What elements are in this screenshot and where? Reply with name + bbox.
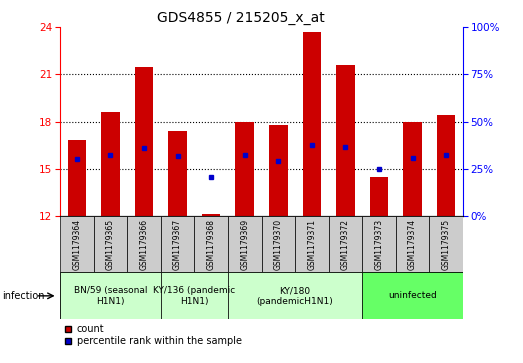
Bar — [362, 272, 463, 319]
Bar — [235, 122, 254, 216]
Text: GSM1179373: GSM1179373 — [374, 219, 383, 270]
Text: GSM1179370: GSM1179370 — [274, 219, 283, 270]
Bar — [429, 216, 463, 272]
Text: KY/180
(pandemicH1N1): KY/180 (pandemicH1N1) — [257, 286, 334, 306]
Bar — [127, 216, 161, 272]
Bar — [101, 112, 120, 216]
Bar — [303, 32, 321, 216]
Text: GSM1179367: GSM1179367 — [173, 219, 182, 270]
Bar — [161, 272, 228, 319]
Bar — [60, 272, 161, 319]
Bar — [396, 216, 429, 272]
Bar — [67, 140, 86, 216]
Text: GSM1179366: GSM1179366 — [140, 219, 149, 270]
Bar — [60, 216, 94, 272]
Bar — [336, 65, 355, 216]
Text: GSM1179375: GSM1179375 — [441, 219, 451, 270]
Text: BN/59 (seasonal
H1N1): BN/59 (seasonal H1N1) — [74, 286, 147, 306]
Text: GSM1179368: GSM1179368 — [207, 219, 215, 270]
Bar — [370, 177, 388, 216]
Bar — [295, 216, 328, 272]
Text: GSM1179369: GSM1179369 — [240, 219, 249, 270]
Bar — [202, 213, 220, 216]
Bar — [168, 131, 187, 216]
Legend: count, percentile rank within the sample: count, percentile rank within the sample — [65, 324, 242, 346]
Bar — [403, 122, 422, 216]
Bar — [94, 216, 127, 272]
Title: GDS4855 / 215205_x_at: GDS4855 / 215205_x_at — [157, 11, 325, 25]
Bar — [262, 216, 295, 272]
Text: GSM1179364: GSM1179364 — [72, 219, 82, 270]
Bar — [195, 216, 228, 272]
Bar — [437, 115, 456, 216]
Text: uninfected: uninfected — [388, 291, 437, 300]
Bar — [362, 216, 396, 272]
Bar — [135, 66, 153, 216]
Text: KY/136 (pandemic
H1N1): KY/136 (pandemic H1N1) — [153, 286, 235, 306]
Bar — [328, 216, 362, 272]
Bar — [161, 216, 195, 272]
Text: GSM1179372: GSM1179372 — [341, 219, 350, 270]
Text: GSM1179374: GSM1179374 — [408, 219, 417, 270]
Text: GSM1179371: GSM1179371 — [308, 219, 316, 270]
Text: infection: infection — [3, 291, 45, 301]
Bar — [269, 125, 288, 216]
Text: GSM1179365: GSM1179365 — [106, 219, 115, 270]
Bar — [228, 216, 262, 272]
Bar — [228, 272, 362, 319]
